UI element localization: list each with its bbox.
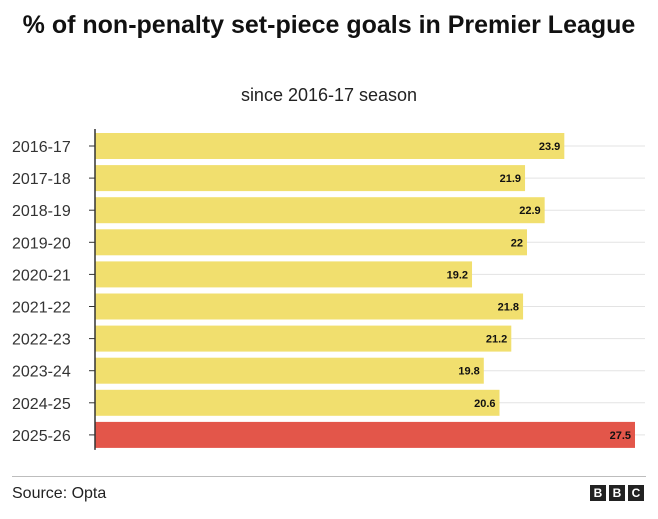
data-label-2025-26: 27.5 (610, 430, 631, 442)
tick-label-2018-19: 2018-19 (12, 203, 71, 220)
bar-2017-18 (95, 165, 526, 192)
data-label-2020-21: 19.2 (447, 269, 468, 281)
logo-letter-b2: B (609, 485, 625, 501)
chart-title: % of non-penalty set-piece goals in Prem… (22, 11, 636, 39)
bar-2022-23 (95, 325, 512, 352)
bar-2023-24 (95, 357, 484, 384)
source-note: Source: Opta (12, 485, 107, 502)
tick-label-2016-17: 2016-17 (12, 139, 71, 156)
bar-2016-17 (95, 133, 565, 159)
tick-label-2019-20: 2019-20 (12, 235, 71, 252)
bar-2021-22 (95, 293, 524, 320)
data-label-2016-17: 23.9 (539, 141, 560, 153)
bar-2020-21 (95, 261, 473, 288)
chart-subtitle: since 2016-17 season (240, 85, 418, 105)
data-label-2017-18: 21.9 (500, 173, 521, 185)
data-label-2021-22: 21.8 (498, 302, 519, 314)
tick-label-2025-26: 2025-26 (12, 428, 71, 445)
tick-label-2017-18: 2017-18 (12, 171, 71, 188)
logo-letter-b1: B (590, 485, 606, 501)
bar-2025-26 (95, 421, 635, 448)
footer-divider (12, 476, 646, 477)
bar-2018-19 (95, 197, 545, 224)
bar-chart: 2016-17 23.9 2017-18 21.9 2018-19 22.9 2019-20… (12, 129, 645, 450)
bbc-logo: B B C (590, 485, 644, 501)
bar-2019-20 (95, 229, 527, 256)
tick-label-2024-25: 2024-25 (12, 396, 71, 413)
tick-label-2021-22: 2021-22 (12, 300, 71, 317)
data-label-2018-19: 22.9 (519, 205, 540, 217)
tick-label-2020-21: 2020-21 (12, 267, 71, 284)
data-label-2024-25: 20.6 (474, 398, 495, 410)
tick-label-2022-23: 2022-23 (12, 332, 71, 349)
logo-letter-c: C (628, 485, 644, 501)
data-label-2019-20: 22 (511, 237, 523, 249)
data-label-2022-23: 21.2 (486, 334, 507, 346)
data-label-2023-24: 19.8 (458, 366, 479, 378)
bar-2024-25 (95, 389, 500, 416)
tick-label-2023-24: 2023-24 (12, 364, 71, 381)
